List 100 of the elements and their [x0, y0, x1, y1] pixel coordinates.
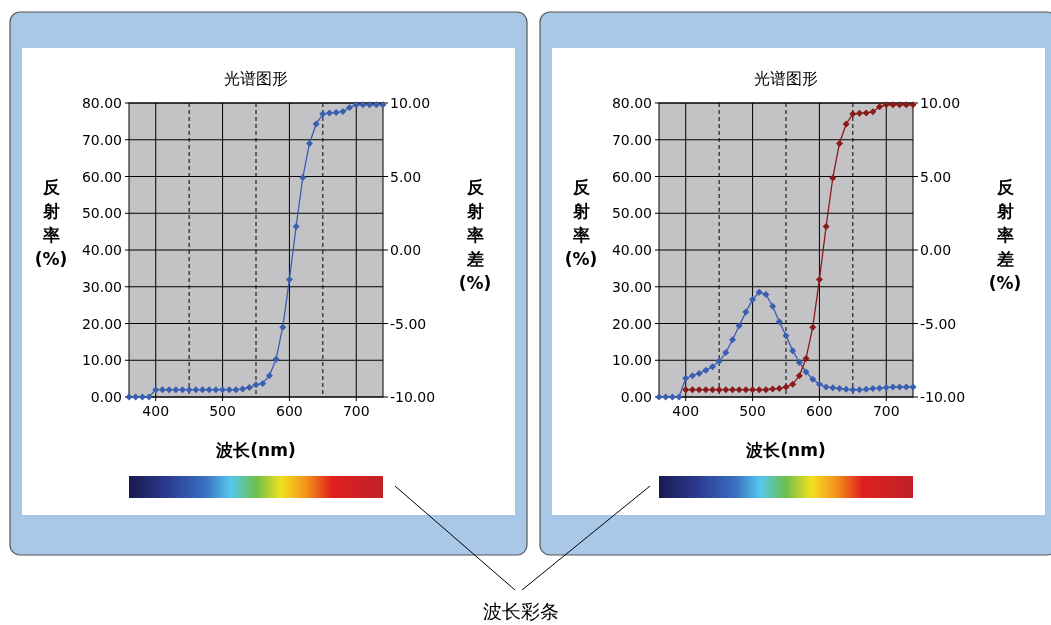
y2-tick-label: 0.00: [920, 242, 952, 258]
y2-tick-label: -5.00: [390, 315, 427, 332]
point: [749, 386, 757, 394]
point: [729, 336, 737, 344]
point: [152, 386, 160, 394]
y-tick-label: 70.00: [81, 131, 122, 148]
point: [662, 393, 670, 401]
point: [695, 386, 703, 394]
point: [889, 383, 897, 391]
y-tick-label: 50.00: [611, 205, 652, 222]
x-axis-title: 波长(nm): [745, 440, 826, 460]
point: [285, 275, 293, 283]
y-axis-title: 反射率 (%): [564, 177, 598, 269]
y-tick-label: 0.00: [90, 389, 122, 405]
text: 波长彩条: [483, 600, 559, 622]
y2-axis-title: 反射率差 (%): [988, 177, 1022, 293]
point: [722, 386, 730, 394]
point: [802, 368, 810, 376]
point: [795, 372, 803, 380]
point: [252, 381, 260, 389]
point: [212, 386, 220, 394]
point: [708, 386, 716, 394]
point: [835, 385, 843, 393]
x-axis-title: 波长(nm): [215, 440, 296, 460]
point: [232, 386, 240, 394]
y-tick-label: 40.00: [611, 242, 652, 258]
y-tick-label: 30.00: [81, 278, 122, 295]
x-tick-label: 500: [209, 403, 236, 419]
point: [688, 372, 696, 380]
y-tick-label: 20.00: [611, 315, 652, 332]
point: [876, 384, 884, 392]
point: [749, 296, 757, 304]
y-tick-label: 80.00: [611, 95, 652, 111]
point: [896, 383, 904, 391]
point: [809, 375, 817, 383]
x-tick-label: 700: [872, 403, 900, 419]
point: [178, 386, 186, 394]
point: [219, 386, 227, 394]
point: [688, 386, 696, 394]
y2-tick-label: 10.00: [390, 95, 431, 111]
point: [822, 383, 830, 391]
point: [239, 385, 247, 393]
point: [715, 357, 723, 365]
x-tick-label: 700: [342, 403, 370, 419]
point: [702, 386, 710, 394]
point: [815, 380, 823, 388]
point: [869, 385, 877, 393]
y2-tick-label: -5.00: [920, 315, 957, 332]
point: [272, 355, 280, 363]
point: [299, 174, 307, 182]
point: [682, 386, 690, 394]
point: [372, 101, 380, 109]
y-tick-label: 70.00: [611, 131, 652, 148]
point: [265, 372, 273, 380]
point: [862, 385, 870, 393]
point: [822, 222, 830, 230]
point: [312, 120, 320, 128]
chart-title: 光谱图形: [754, 69, 818, 88]
y-tick-label: 60.00: [81, 168, 122, 185]
y-axis-title: 反射率 (%): [34, 177, 68, 269]
point: [668, 393, 676, 401]
point: [856, 109, 864, 117]
y-tick-label: 40.00: [81, 242, 122, 258]
point: [829, 174, 837, 182]
point: [909, 383, 917, 391]
point: [165, 386, 173, 394]
point: [708, 363, 716, 371]
y-tick-label: 10.00: [81, 352, 122, 369]
point: [695, 369, 703, 377]
point: [145, 393, 153, 401]
point: [835, 139, 843, 147]
point: [876, 103, 884, 111]
point: [815, 275, 823, 283]
y-tick-label: 80.00: [81, 95, 122, 111]
point: [882, 101, 890, 109]
point: [775, 318, 783, 326]
point: [896, 101, 904, 109]
point: [326, 109, 334, 117]
point: [769, 302, 777, 310]
point: [192, 386, 200, 394]
y2-axis-title: 反射率差 (%): [458, 177, 492, 293]
y2-tick-label: 5.00: [920, 168, 952, 185]
point: [869, 108, 877, 116]
point: [319, 110, 327, 118]
point: [199, 386, 207, 394]
point: [775, 385, 783, 393]
point: [769, 385, 777, 393]
point: [138, 393, 146, 401]
point: [292, 222, 300, 230]
point: [902, 383, 910, 391]
y-tick-label: 20.00: [81, 315, 122, 332]
y-tick-label: 50.00: [81, 205, 122, 222]
point: [359, 101, 367, 109]
point: [762, 386, 770, 394]
point: [339, 107, 347, 115]
point: [735, 322, 743, 330]
point: [842, 120, 850, 128]
point: [185, 386, 193, 394]
point: [346, 103, 354, 111]
point: [742, 308, 750, 316]
